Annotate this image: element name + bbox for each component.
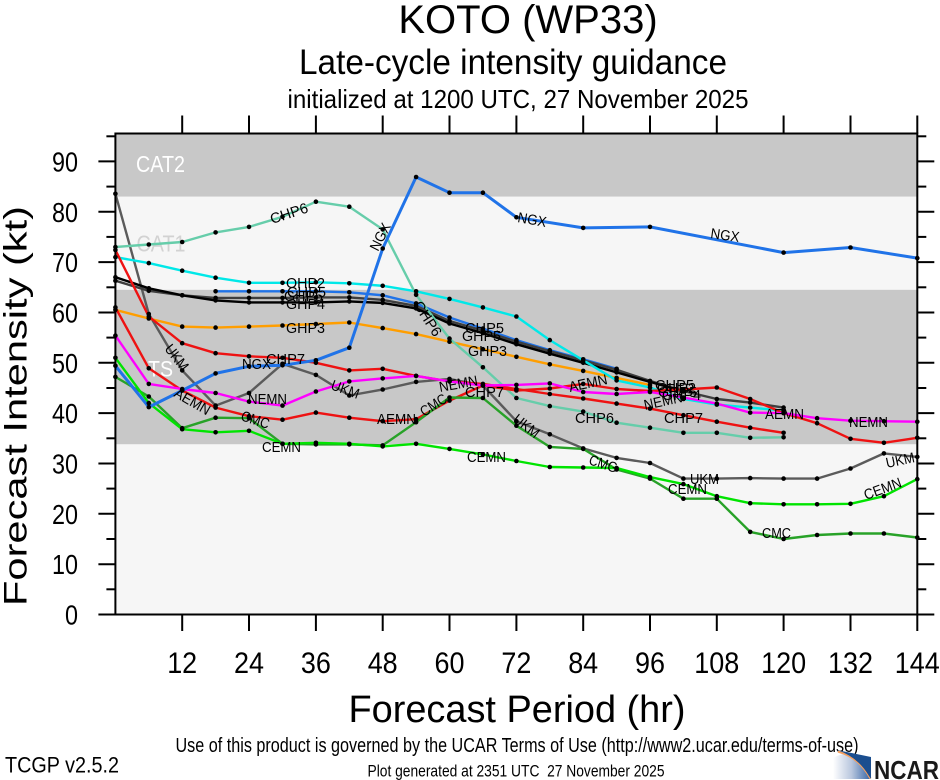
svg-text:90: 90 xyxy=(52,146,78,177)
svg-text:CAT2: CAT2 xyxy=(136,151,185,177)
svg-text:CHP7: CHP7 xyxy=(465,385,504,401)
svg-text:20: 20 xyxy=(52,499,78,530)
svg-text:Late-cycle intensity guidance: Late-cycle intensity guidance xyxy=(299,43,727,82)
svg-text:120: 120 xyxy=(761,647,806,680)
svg-text:60: 60 xyxy=(52,298,78,329)
svg-text:NEMN: NEMN xyxy=(849,415,888,431)
svg-text:50: 50 xyxy=(52,348,78,379)
svg-text:AEMN: AEMN xyxy=(568,372,609,396)
svg-text:132: 132 xyxy=(828,647,873,680)
svg-text:AEMN: AEMN xyxy=(765,407,804,423)
svg-text:NCAR: NCAR xyxy=(874,755,939,780)
svg-text:GHP4: GHP4 xyxy=(662,388,701,404)
svg-text:NEMN: NEMN xyxy=(248,392,287,408)
svg-text:UKM: UKM xyxy=(690,472,719,488)
svg-text:108: 108 xyxy=(694,647,739,680)
svg-text:Plot generated at 2351 UTC 27: Plot generated at 2351 UTC 27 November 2… xyxy=(368,763,665,780)
svg-text:10: 10 xyxy=(52,549,78,580)
svg-text:CHP7: CHP7 xyxy=(266,352,305,368)
svg-text:initialized at 1200 UTC, 27 No: initialized at 1200 UTC, 27 November 202… xyxy=(288,84,749,114)
svg-text:84: 84 xyxy=(568,647,598,680)
svg-text:CEMN: CEMN xyxy=(467,450,506,466)
svg-text:72: 72 xyxy=(501,647,531,680)
svg-text:48: 48 xyxy=(368,647,398,680)
svg-text:GHP3: GHP3 xyxy=(286,321,325,337)
svg-text:OHP2: OHP2 xyxy=(286,276,325,292)
svg-text:AEMN: AEMN xyxy=(377,412,416,428)
svg-text:CEMN: CEMN xyxy=(262,440,301,456)
svg-text:GHP3: GHP3 xyxy=(468,344,507,360)
svg-text:80: 80 xyxy=(52,197,78,228)
svg-text:30: 30 xyxy=(52,449,78,480)
svg-text:OHP2: OHP2 xyxy=(657,381,696,397)
svg-text:60: 60 xyxy=(435,647,465,680)
svg-text:Use of this product is governe: Use of this product is governed by the U… xyxy=(176,735,859,757)
svg-text:KOTO (WP33): KOTO (WP33) xyxy=(398,0,657,42)
svg-text:70: 70 xyxy=(52,247,78,278)
svg-text:40: 40 xyxy=(52,398,78,429)
svg-text:CHP5: CHP5 xyxy=(287,285,326,301)
svg-text:GHP5: GHP5 xyxy=(462,329,501,345)
svg-text:GHP5: GHP5 xyxy=(284,289,323,305)
svg-text:GHP4: GHP4 xyxy=(286,297,325,313)
svg-text:96: 96 xyxy=(635,647,665,680)
svg-text:CHP5: CHP5 xyxy=(465,321,504,337)
svg-text:NEMN: NEMN xyxy=(643,390,684,414)
svg-text:UKM: UKM xyxy=(885,450,917,472)
svg-text:12: 12 xyxy=(167,647,197,680)
svg-text:24: 24 xyxy=(234,647,264,680)
svg-text:CHP5: CHP5 xyxy=(655,378,694,394)
svg-text:CHP6: CHP6 xyxy=(575,411,614,427)
svg-text:NEMN: NEMN xyxy=(438,373,479,396)
svg-text:Forecast Intensity (kt): Forecast Intensity (kt) xyxy=(0,206,34,606)
svg-text:CHP7: CHP7 xyxy=(664,411,703,427)
svg-text:Forecast Period (hr): Forecast Period (hr) xyxy=(349,689,686,731)
svg-text:36: 36 xyxy=(301,647,331,680)
svg-text:CEMN: CEMN xyxy=(668,482,707,498)
svg-text:NGX: NGX xyxy=(709,226,740,246)
svg-text:144: 144 xyxy=(895,647,940,680)
svg-text:NGX: NGX xyxy=(516,210,548,231)
svg-text:0: 0 xyxy=(65,600,78,631)
svg-text:CMC: CMC xyxy=(762,526,791,542)
svg-text:GHP5: GHP5 xyxy=(658,385,697,401)
svg-text:TCGP v2.5.2: TCGP v2.5.2 xyxy=(5,753,119,778)
svg-text:NGX: NGX xyxy=(242,357,271,373)
